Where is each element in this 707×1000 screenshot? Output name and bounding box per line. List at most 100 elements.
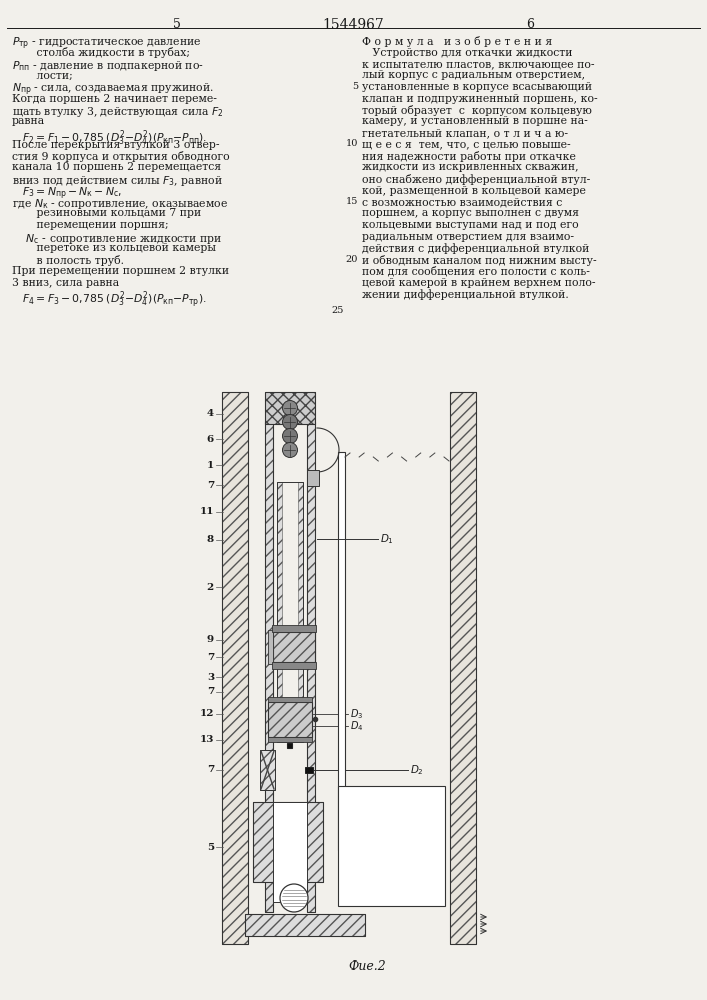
- Text: щать втулку 3, действующая сила $F_2$: щать втулку 3, действующая сила $F_2$: [12, 105, 223, 119]
- Text: установленные в корпусе всасывающий: установленные в корпусе всасывающий: [362, 82, 592, 92]
- Text: Устройство для откачки жидкости: Устройство для откачки жидкости: [362, 47, 573, 57]
- Text: столба жидкости в трубах;: столба жидкости в трубах;: [12, 47, 190, 58]
- Bar: [268, 702, 312, 737]
- Text: 1544967: 1544967: [322, 18, 384, 32]
- Bar: [307, 470, 319, 486]
- Text: $P_{\mathsf{пп}}$ - давление в подпакерной по-: $P_{\mathsf{пп}}$ - давление в подпакерн…: [12, 59, 204, 73]
- Bar: [265, 422, 273, 912]
- Bar: [253, 802, 323, 882]
- Text: резиновыми кольцами 7 при: резиновыми кольцами 7 при: [12, 209, 201, 219]
- Bar: [245, 914, 365, 936]
- Text: $F_3 = N_{\mathsf{пр}} - N_{\mathsf{к}} - N_{\mathsf{с}},$: $F_3 = N_{\mathsf{пр}} - N_{\mathsf{к}} …: [12, 186, 122, 202]
- Bar: [265, 422, 273, 912]
- Text: После перекрытия втулкой 3 отвер-: После перекрытия втулкой 3 отвер-: [12, 139, 219, 149]
- Text: цевой камерой в крайнем верхнем поло-: цевой камерой в крайнем верхнем поло-: [362, 277, 595, 288]
- Text: 4: 4: [207, 410, 214, 418]
- Bar: [260, 750, 275, 790]
- Text: равна: равна: [12, 116, 45, 126]
- Text: жении дифференциальной втулкой.: жении дифференциальной втулкой.: [362, 289, 568, 300]
- Text: При перемещении поршнем 2 втулки: При перемещении поршнем 2 втулки: [12, 266, 229, 276]
- Text: действия с дифференциальной втулкой: действия с дифференциальной втулкой: [362, 243, 590, 254]
- Text: 13: 13: [199, 736, 214, 744]
- Bar: [268, 737, 312, 742]
- Text: 7: 7: [206, 652, 214, 662]
- Text: 9: 9: [207, 636, 214, 645]
- Text: щ е е с я  тем, что, с целью повыше-: щ е е с я тем, что, с целью повыше-: [362, 139, 571, 149]
- Text: перетоке из кольцевой камеры: перетоке из кольцевой камеры: [12, 243, 216, 253]
- Text: 10: 10: [346, 139, 358, 148]
- Text: перемещении поршня;: перемещении поршня;: [12, 220, 169, 230]
- Bar: [450, 392, 476, 944]
- Text: 7: 7: [206, 766, 214, 774]
- Text: $F_4 = F_3 - 0{,}785\;(D_3^2{-}D_4^2)(P_{\mathsf{кп}}{-}P_{\mathsf{тр}}).$: $F_4 = F_3 - 0{,}785\;(D_3^2{-}D_4^2)(P_…: [12, 289, 206, 310]
- Bar: [268, 630, 273, 664]
- Text: 3 вниз, сила равна: 3 вниз, сила равна: [12, 277, 119, 288]
- Text: 6: 6: [206, 434, 214, 444]
- Text: лый корпус с радиальным отверстием,: лый корпус с радиальным отверстием,: [362, 70, 585, 81]
- Text: $N_{\mathsf{с}}$ - сопротивление жидкости при: $N_{\mathsf{с}}$ - сопротивление жидкост…: [12, 232, 223, 245]
- Bar: [338, 842, 418, 850]
- Bar: [265, 392, 315, 424]
- Text: $D_1$: $D_1$: [380, 532, 394, 546]
- Text: радиальным отверстием для взаимо-: радиальным отверстием для взаимо-: [362, 232, 574, 241]
- Bar: [338, 452, 345, 842]
- Bar: [260, 750, 275, 790]
- Text: 5: 5: [352, 82, 358, 91]
- Text: 5: 5: [173, 18, 181, 31]
- Bar: [272, 625, 316, 632]
- Bar: [298, 482, 303, 742]
- Text: 7: 7: [206, 688, 214, 696]
- Bar: [272, 662, 316, 669]
- Bar: [305, 767, 313, 773]
- Text: Когда поршень 2 начинает переме-: Когда поршень 2 начинает переме-: [12, 94, 217, 104]
- Bar: [222, 392, 248, 944]
- Text: $D_2$: $D_2$: [410, 763, 423, 777]
- Bar: [277, 482, 282, 742]
- Bar: [307, 422, 315, 912]
- Text: $N_{\mathsf{пр}}$ - сила, создаваемая пружиной.: $N_{\mathsf{пр}}$ - сила, создаваемая пр…: [12, 82, 214, 98]
- Text: ния надежности работы при откачке: ния надежности работы при откачке: [362, 151, 576, 162]
- Bar: [273, 632, 315, 662]
- Text: $P_{\mathsf{тр}}$ - гидростатическое давление: $P_{\mathsf{тр}}$ - гидростатическое дав…: [12, 36, 201, 52]
- Text: кой, размещенной в кольцевой камере: кой, размещенной в кольцевой камере: [362, 186, 586, 196]
- Text: 15: 15: [346, 197, 358, 206]
- Bar: [265, 392, 315, 424]
- Text: 2: 2: [206, 582, 214, 591]
- Text: канала 10 поршень 2 перемещается: канала 10 поршень 2 перемещается: [12, 162, 221, 172]
- Circle shape: [283, 428, 298, 444]
- Text: гнетательный клапан, о т л и ч а ю-: гнетательный клапан, о т л и ч а ю-: [362, 128, 568, 138]
- Text: клапан и подпружиненный поршень, ко-: клапан и подпружиненный поршень, ко-: [362, 94, 597, 104]
- Text: оно снабжено дифференциальной втул-: оно снабжено дифференциальной втул-: [362, 174, 590, 185]
- Text: $D_3$: $D_3$: [350, 707, 363, 721]
- Circle shape: [283, 442, 298, 458]
- Circle shape: [280, 884, 308, 912]
- Text: где $N_{\mathsf{к}}$ - сопротивление, оказываемое: где $N_{\mathsf{к}}$ - сопротивление, ок…: [12, 197, 228, 211]
- Text: кольцевыми выступами над и под его: кольцевыми выступами над и под его: [362, 220, 578, 230]
- Text: $D_4$: $D_4$: [350, 719, 363, 733]
- Text: в полость труб.: в полость труб.: [12, 254, 124, 265]
- Text: 7: 7: [206, 481, 214, 489]
- Text: $F_2 = F_1 - 0{,}785\;(D_3^2{-}D_4^2)(P_{\mathsf{кп}}{-}P_{\mathsf{пп}}).$: $F_2 = F_1 - 0{,}785\;(D_3^2{-}D_4^2)(P_…: [12, 128, 207, 148]
- Bar: [273, 802, 307, 902]
- Bar: [268, 702, 312, 737]
- Text: стия 9 корпуса и открытия обводного: стия 9 корпуса и открытия обводного: [12, 151, 230, 162]
- Text: вниз под действием силы $F_3$, равной: вниз под действием силы $F_3$, равной: [12, 174, 223, 188]
- Bar: [253, 802, 323, 882]
- Text: 25: 25: [332, 306, 344, 315]
- Bar: [268, 697, 312, 702]
- Circle shape: [283, 400, 298, 416]
- Text: 5: 5: [207, 842, 214, 852]
- Text: 3: 3: [207, 672, 214, 682]
- Text: Фие.2: Фие.2: [349, 960, 386, 973]
- Bar: [277, 482, 303, 742]
- Bar: [307, 422, 315, 912]
- Text: 8: 8: [207, 536, 214, 544]
- Text: 20: 20: [346, 254, 358, 263]
- Text: с возможностью взаимодействия с: с возможностью взаимодействия с: [362, 197, 562, 207]
- Bar: [245, 914, 365, 936]
- Text: 12: 12: [199, 710, 214, 718]
- Text: поршнем, а корпус выполнен с двумя: поршнем, а корпус выполнен с двумя: [362, 209, 579, 219]
- Circle shape: [283, 414, 298, 430]
- Text: Ф о р м у л а   и з о б р е т е н и я: Ф о р м у л а и з о б р е т е н и я: [362, 36, 552, 47]
- Bar: [273, 632, 315, 662]
